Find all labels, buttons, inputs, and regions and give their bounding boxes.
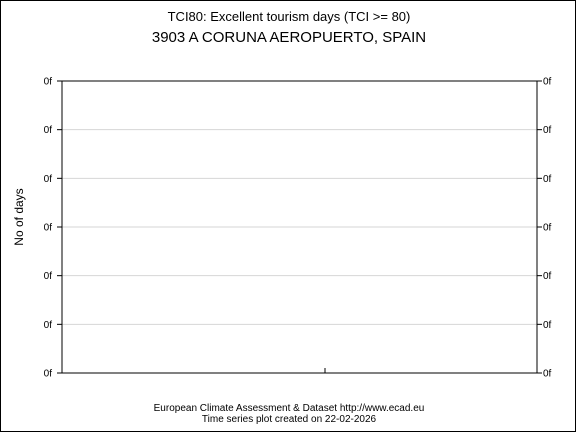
y-tick-label-right: 0f xyxy=(543,174,552,185)
y-tick-label-right: 0f xyxy=(543,271,552,282)
footer-created: Time series plot created on 22-02-2026 xyxy=(202,414,377,425)
y-tick-label-left: 0f xyxy=(44,223,53,234)
footer-source: European Climate Assessment & Dataset ht… xyxy=(154,403,425,414)
chart-title: TCI80: Excellent tourism days (TCI >= 80… xyxy=(168,9,411,24)
y-tick-label-left: 0f xyxy=(44,271,53,282)
y-tick-label-right: 0f xyxy=(543,77,552,88)
y-tick-label-right: 0f xyxy=(543,369,552,380)
y-tick-label-left: 0f xyxy=(44,320,53,331)
y-tick-label-left: 0f xyxy=(44,77,53,88)
y-tick-label-right: 0f xyxy=(543,320,552,331)
chart-subtitle: 3903 A CORUNA AEROPUERTO, SPAIN xyxy=(152,29,426,46)
y-tick-label-left: 0f xyxy=(44,369,53,380)
y-axis-ticks: 0f 0f 0f 0f 0f 0f 0f 0f 0f 0f 0f 0f 0f 0f xyxy=(44,77,552,380)
y-tick-label-right: 0f xyxy=(543,125,552,136)
y-axis-label: No of days xyxy=(12,188,26,245)
y-tick-label-right: 0f xyxy=(543,223,552,234)
y-tick-label-left: 0f xyxy=(44,174,53,185)
y-tick-label-left: 0f xyxy=(44,125,53,136)
grid-lines xyxy=(62,129,537,325)
